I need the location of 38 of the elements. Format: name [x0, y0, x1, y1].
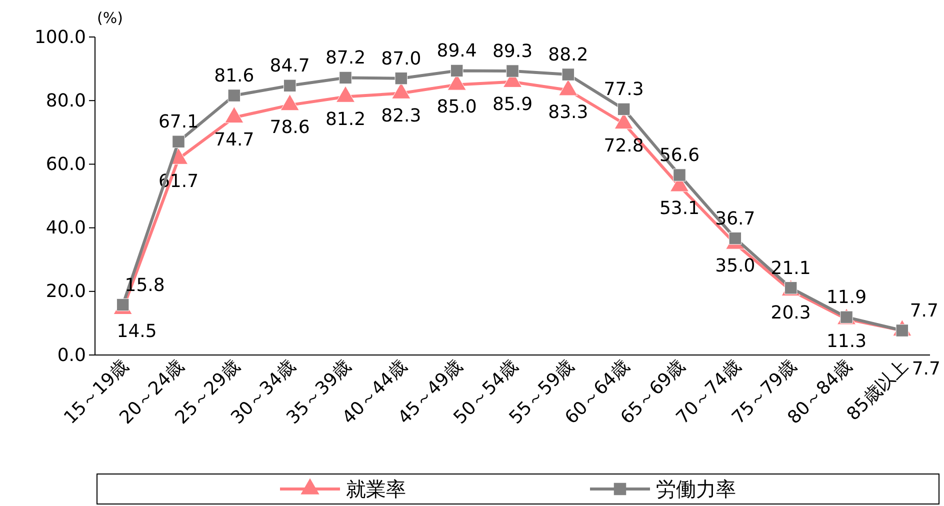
data-label: 81.2	[325, 108, 366, 130]
y-tick-label: 60.0	[46, 154, 86, 175]
data-label: 14.5	[116, 320, 157, 342]
data-label: 11.9	[826, 287, 867, 308]
y-tick-label: 40.0	[46, 218, 86, 239]
data-label: 85.0	[436, 96, 477, 118]
data-label: 88.2	[548, 44, 588, 66]
data-label: 77.3	[604, 79, 644, 100]
data-label: 67.1	[158, 112, 199, 133]
data-label: 53.1	[659, 198, 700, 220]
data-label: 11.3	[826, 331, 867, 352]
y-tick-label: 0.0	[57, 344, 86, 366]
data-label: 56.6	[659, 145, 700, 166]
data-label: 36.7	[715, 208, 756, 230]
data-label: 84.7	[270, 56, 310, 77]
legend-label: 就業率	[346, 477, 406, 501]
data-label: 35.0	[715, 256, 756, 277]
data-label: 7.7	[910, 300, 938, 322]
data-label: 20.3	[770, 302, 811, 324]
data-label: 74.7	[214, 129, 254, 150]
data-label: 21.1	[770, 258, 811, 279]
y-tick-label: 100.0	[34, 26, 86, 48]
data-label: 89.3	[492, 41, 533, 62]
data-label: 82.3	[381, 105, 422, 126]
data-label: 89.4	[436, 40, 477, 62]
y-tick-label: 20.0	[46, 281, 86, 302]
y-axis-title: (%)	[97, 9, 123, 27]
data-label: 81.6	[214, 66, 254, 87]
data-label: 87.0	[381, 48, 422, 70]
data-label: 15.8	[124, 274, 165, 296]
data-label: 83.3	[548, 102, 588, 124]
data-label: 85.9	[492, 94, 533, 115]
data-label: 7.7	[912, 358, 940, 380]
legend-label: 労働力率	[656, 477, 736, 501]
data-label: 72.8	[604, 135, 644, 156]
data-label: 78.6	[270, 117, 310, 138]
data-label: 87.2	[325, 48, 366, 69]
y-tick-label: 80.0	[46, 90, 86, 112]
